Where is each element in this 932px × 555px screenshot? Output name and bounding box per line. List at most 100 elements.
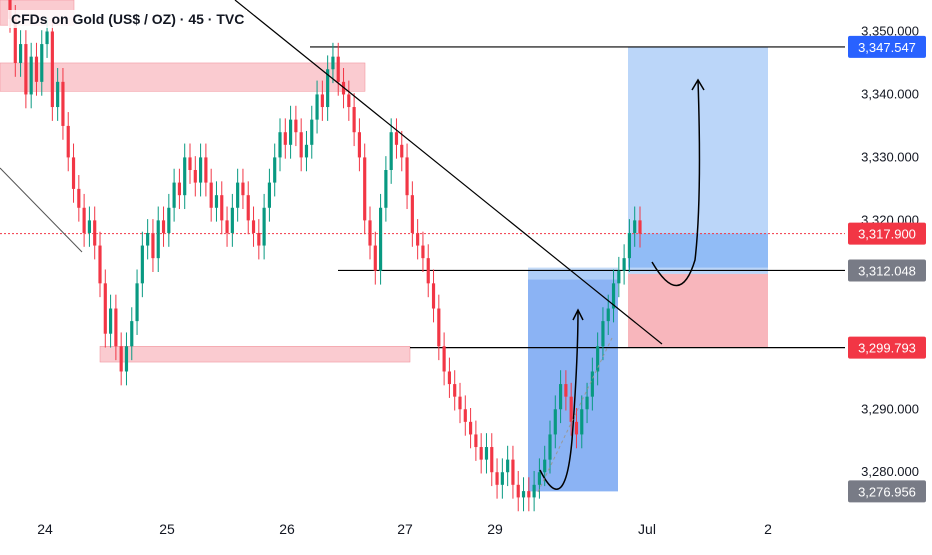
candle-body [633,220,637,233]
y-tick-label: 3,290.000 [861,401,919,416]
candle-body [368,220,372,246]
candle-body [400,144,404,158]
candle-body [622,258,626,271]
candle-body [453,384,457,397]
candle-body [93,220,97,246]
candle-body [230,207,234,233]
candle-body [45,31,49,45]
candle-body [214,195,219,208]
candle-body [352,107,356,133]
buy-curve [539,309,579,490]
candle-body [130,321,134,347]
candle-body [553,409,557,435]
support-zone [99,346,411,363]
projection-arrowhead [691,78,705,91]
candle-body [172,182,176,208]
candle-body [246,195,250,221]
candle-body [596,346,600,372]
candle-body [357,132,361,158]
candle-body [458,396,462,410]
candle-body [251,220,256,233]
price-label-support [848,336,926,359]
candle-body [13,18,17,63]
entry-highlight-zone [628,233,768,268]
candle-body [580,409,584,435]
candle-body [484,447,489,460]
candle-body [638,220,642,234]
candle-body [262,207,266,246]
descending-trendline [234,0,663,345]
candle-body [161,220,166,233]
time-axis: 24 25 26 27 29 Jul 2 [37,521,772,537]
candle-body [416,232,420,246]
candle-body [474,434,478,448]
candle-body [56,81,60,108]
candle-body [289,119,293,145]
candle-body [66,125,70,158]
candle-body [569,396,573,422]
candle-body [559,384,563,410]
candle-body [156,220,160,259]
y-tick-label: 3,280.000 [861,464,919,479]
y-tick-label: 3,350.000 [861,23,919,38]
x-tick-label: 25 [159,521,175,537]
candle-body [209,182,213,208]
price-label-current [848,222,926,245]
candle-body [347,94,351,108]
candle-body [384,170,388,208]
candle-body [109,308,113,334]
candle-body [617,270,621,284]
candle-body [294,119,298,133]
candle-body [389,132,393,170]
candle-body [469,421,473,435]
candle-body [299,132,303,158]
candle-body [220,195,224,221]
candle-body [405,157,409,196]
candle-body [500,472,504,485]
price-label-text-entry: 3,312.048 [858,263,916,278]
candle-body [506,459,510,473]
stop-loss-zone [628,273,768,348]
candle-body [336,56,340,82]
candle-body [40,44,44,82]
left-trendline [0,167,83,253]
price-label-entry [848,259,926,282]
candle-body [431,283,436,309]
candle-body [585,396,589,410]
price-label-text-low: 3,276.956 [858,484,916,499]
candle-body [24,44,28,95]
x-tick-label: Jul [638,521,656,537]
candle-body [363,157,367,221]
candle-body [183,157,187,196]
candle-body [8,0,12,19]
candle-body [103,283,107,334]
candle-body [257,232,261,246]
candle-body [315,94,319,120]
candle-body [479,447,483,460]
candle-body [193,170,197,183]
x-tick-label: 29 [487,521,503,537]
candle-body [521,491,526,498]
candle-body [146,232,150,246]
candle-body [77,188,81,208]
candle-body [267,182,271,208]
candle-body [177,182,181,196]
candle-body [611,283,616,309]
buy-arrowhead [572,308,584,321]
candle-body [119,346,123,372]
candle-body [241,182,245,196]
candle-body [82,207,86,233]
candle-body [373,245,377,271]
candle-body [606,308,610,322]
candle-body [71,157,76,189]
candle-body [590,371,594,397]
x-tick-label: 27 [397,521,413,537]
candle-body [442,346,446,372]
candle-body [437,308,441,347]
y-tick-label: 3,330.000 [861,149,919,164]
candle-body [151,232,155,259]
price-label-tp [848,35,926,58]
price-label-text-tp: 3,347.547 [858,40,916,55]
